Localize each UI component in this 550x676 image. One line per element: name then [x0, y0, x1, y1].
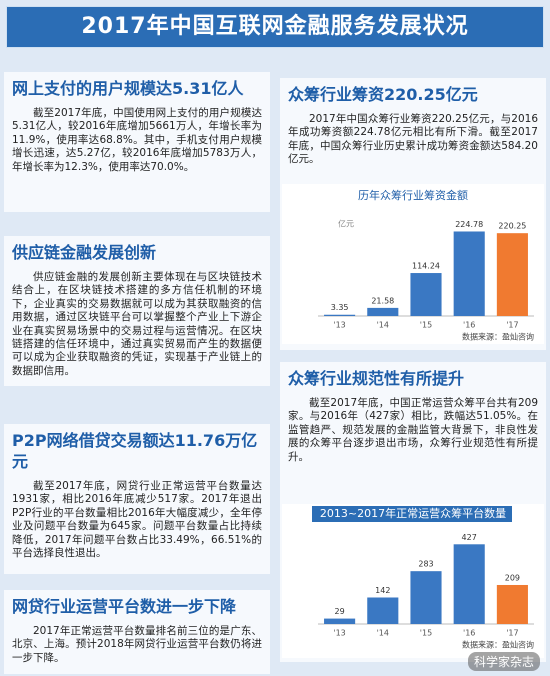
bar: [324, 314, 356, 316]
value-label: 283: [418, 560, 433, 569]
chart-title: 2013~2017年正常运营众筹平台数量: [320, 506, 506, 520]
y-axis-label: 亿元: [338, 219, 354, 229]
section-text: 2017年正常运营平台数量排名前三位的是广东、北京、上海。预计2018年网贷行业…: [12, 625, 262, 664]
x-tick-label: '15: [420, 629, 432, 638]
section: 供应链金融发展创新 供应链金融的发展创新主要体现在与区块链技术结合上，在区块链技…: [4, 236, 270, 386]
bar: [367, 307, 399, 316]
bar: [496, 233, 528, 316]
section-heading: 供应链金融发展创新: [12, 243, 157, 262]
section-text: 截至2017年底，网贷行业正常运营平台数量达1931家，相比2016年底减少51…: [12, 480, 262, 560]
watermark: 科学家杂志: [467, 652, 540, 671]
section: P2P网络借贷交易额达11.76万亿元 截至2017年底，网贷行业正常运营平台数…: [4, 424, 270, 574]
source-note: 数据来源：盈灿咨询: [462, 332, 534, 342]
x-tick-label: '16: [463, 629, 475, 638]
section-text: 2017年中国众筹行业筹资220.25亿元，与2016年成功筹资额224.78亿…: [288, 113, 538, 166]
section: 网上支付的用户规模达5.31亿人 截至2017年底，中国使用网上支付的用户规模达…: [4, 72, 270, 212]
value-label: 224.78: [455, 220, 483, 229]
title-banner: [312, 506, 512, 522]
x-tick-label: '17: [506, 629, 518, 638]
value-label: 142: [375, 586, 390, 595]
chart-title: 历年众筹行业筹资金额: [358, 188, 468, 202]
section-text: 截至2017年底，中国正常运营众筹平台共有209家。与2016年（427家）相比…: [288, 397, 538, 463]
bar: [410, 273, 442, 316]
value-label: 21.58: [371, 296, 394, 305]
bar: [367, 597, 399, 624]
section-heading: P2P网络借贷交易额达11.76万亿元: [12, 431, 258, 471]
section-heading: 众筹行业规范性有所提升: [288, 369, 465, 388]
x-tick-label: '14: [377, 629, 389, 638]
x-tick-label: '15: [420, 321, 432, 330]
bar: [324, 618, 356, 624]
value-label: 209: [505, 573, 520, 582]
value-label: 220.25: [498, 222, 526, 231]
source-note: 数据来源：盈灿咨询: [462, 640, 534, 650]
title-banner: 2017年中国互联网金融服务发展状况: [6, 6, 544, 48]
bar: [453, 544, 485, 624]
section-text: 供应链金融的发展创新主要体现在与区块链技术结合上，在区块链技术搭建的多方信任机制…: [12, 271, 262, 377]
value-label: 114.24: [412, 262, 440, 271]
value-label: 427: [462, 533, 477, 542]
value-label: 29: [335, 607, 345, 616]
section-heading: 网贷行业运营平台数进一步下降: [12, 597, 237, 616]
bar: [410, 571, 442, 624]
section: 网贷行业运营平台数进一步下降 2017年正常运营平台数量排名前三位的是广东、北京…: [4, 590, 270, 674]
bar: [453, 231, 485, 316]
x-tick-label: '13: [333, 629, 345, 638]
section-heading: 众筹行业筹资220.25亿元: [288, 85, 478, 104]
x-tick-label: '16: [463, 321, 475, 330]
bar: [496, 584, 528, 624]
section-text: 截至2017年底，中国使用网上支付的用户规模达5.31亿人，较2016年底增加5…: [12, 107, 262, 173]
x-tick-label: '13: [333, 321, 345, 330]
section-heading: 网上支付的用户规模达5.31亿人: [12, 79, 244, 98]
value-label: 3.35: [331, 303, 349, 312]
chart: 2013~2017年正常运营众筹平台数量 29 '13 142 '14 283 '15 427…: [282, 504, 544, 658]
x-tick-label: '14: [377, 321, 389, 330]
x-tick-label: '17: [506, 321, 518, 330]
